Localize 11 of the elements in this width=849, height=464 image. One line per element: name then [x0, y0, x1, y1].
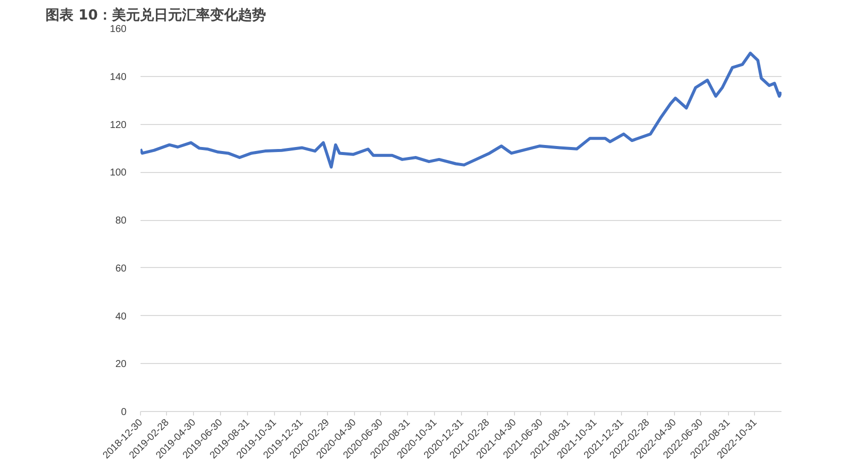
y-tick-label: 120 — [110, 120, 127, 131]
chart-title: 图表 10：美元兑日元汇率变化趋势 — [46, 6, 266, 24]
y-tick-label: 160 — [110, 24, 127, 35]
y-tick-label: 100 — [110, 168, 127, 179]
y-tick-label: 80 — [115, 216, 127, 226]
line-series — [140, 52, 782, 169]
y-tick-label: 20 — [115, 359, 127, 370]
y-tick-label: 60 — [115, 263, 127, 274]
y-tick-label: 0 — [120, 407, 127, 418]
y-tick-label: 40 — [115, 311, 127, 322]
y-tick-label: 140 — [110, 72, 127, 83]
